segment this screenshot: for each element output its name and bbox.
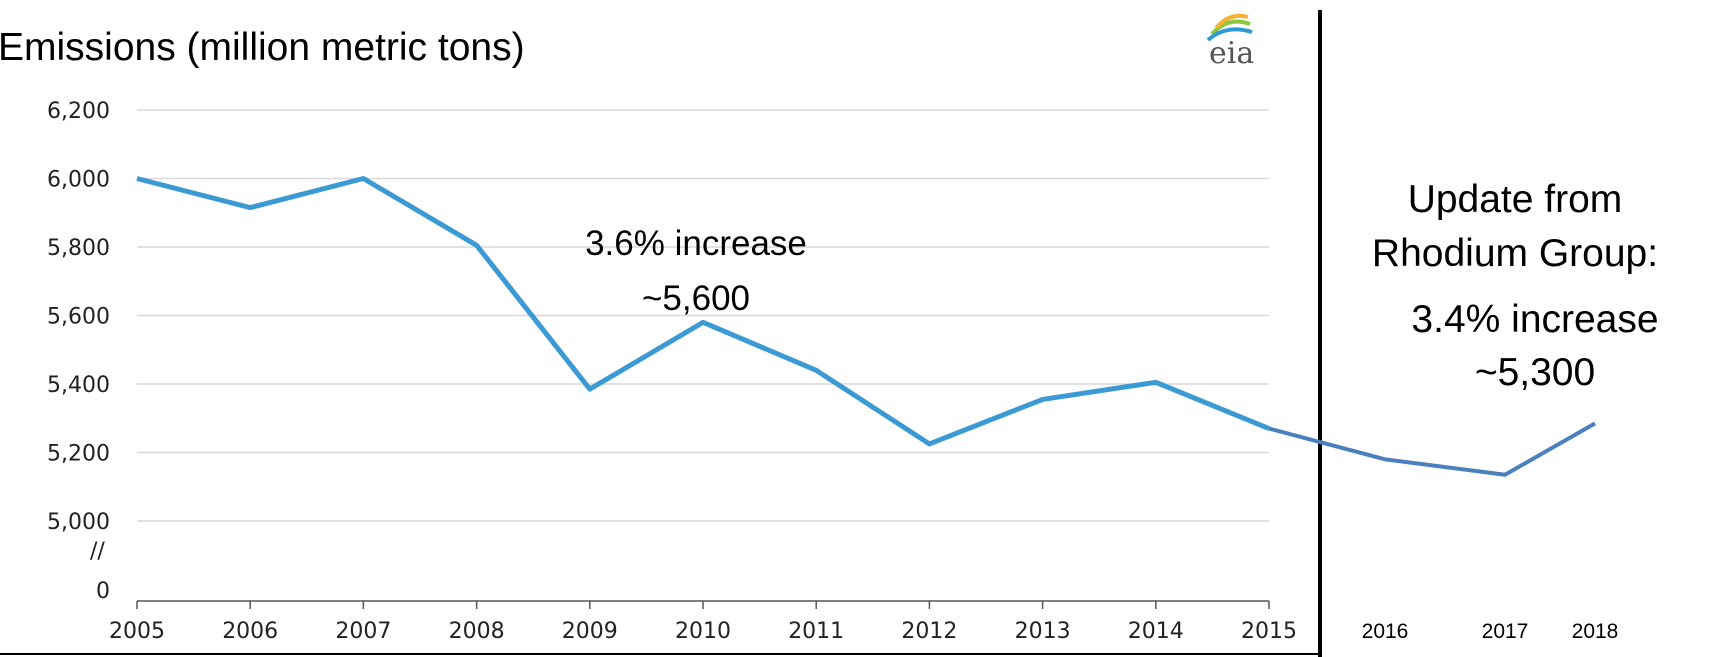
x-tick-label: 2015 — [1241, 619, 1297, 644]
chart-title: Emissions (million metric tons) — [0, 26, 525, 69]
annotation-increase-2018: 3.4% increase — [1411, 298, 1658, 341]
series-line-update — [1268, 421, 1596, 477]
annotation-update-source: Rhodium Group: — [1372, 232, 1658, 275]
eia-logo-icon: eia — [1206, 13, 1254, 71]
x-tick-label: 2013 — [1015, 619, 1071, 644]
x-tick-label: 2011 — [788, 619, 844, 644]
y-tick-label: 5,000 — [47, 510, 110, 535]
x-tick-label: 2006 — [222, 619, 278, 644]
series-lines — [136, 176, 1596, 477]
x-axis-tick-marks — [136, 601, 1270, 609]
x-tick-label: 2014 — [1128, 619, 1184, 644]
y-tick-label: 6,000 — [47, 168, 110, 193]
axis-break-symbol: // — [90, 539, 105, 564]
gridlines — [137, 109, 1269, 522]
series-line-eia — [136, 176, 1270, 447]
annotation-value-2018: ~5,300 — [1475, 351, 1595, 394]
x-tick-label: 2008 — [449, 619, 505, 644]
svg-text:eia: eia — [1209, 36, 1254, 71]
annotation-update-title: Update from — [1408, 178, 1623, 221]
y-tick-label: 5,200 — [47, 442, 110, 467]
x-tick-label: 2009 — [562, 619, 618, 644]
x-tick-label-update: 2018 — [1572, 620, 1619, 643]
x-tick-label: 2012 — [901, 619, 957, 644]
y-tick-label: 6,200 — [47, 99, 110, 124]
x-tick-label: 2005 — [109, 619, 165, 644]
x-tick-label-update: 2016 — [1362, 620, 1409, 643]
y-tick-label: 5,400 — [47, 373, 110, 398]
x-tick-label-update: 2017 — [1482, 620, 1529, 643]
y-tick-label: 5,800 — [47, 236, 110, 261]
annotation-increase-2010: 3.6% increase — [585, 224, 807, 263]
y-axis-ticks: 6,200 6,000 5,800 5,600 5,400 5,200 5,000 0 — [47, 99, 110, 604]
y-tick-label: 0 — [96, 579, 110, 604]
x-tick-label: 2007 — [335, 619, 391, 644]
annotation-value-2010: ~5,600 — [642, 279, 750, 318]
x-tick-label: 2010 — [675, 619, 731, 644]
y-tick-label: 5,600 — [47, 305, 110, 330]
x-axis-ticks: 2005 2006 2007 2008 2009 2010 2011 2012 2013 2014… — [109, 619, 1618, 644]
